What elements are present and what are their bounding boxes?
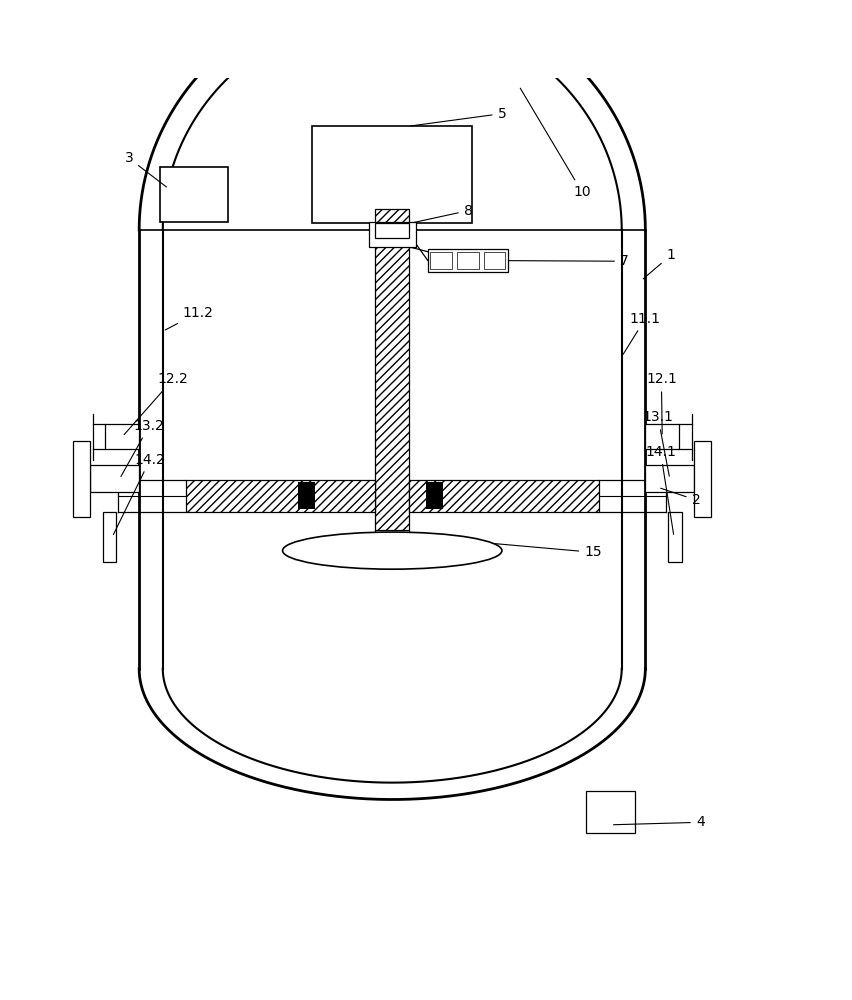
Bar <box>73 441 90 517</box>
Text: 4: 4 <box>613 815 705 829</box>
Text: 8: 8 <box>378 204 473 230</box>
Ellipse shape <box>283 532 502 569</box>
Bar <box>297 482 314 509</box>
Text: 5: 5 <box>411 107 506 126</box>
Bar <box>186 480 376 512</box>
Bar <box>90 465 139 492</box>
Text: 15: 15 <box>472 542 602 559</box>
Bar <box>409 480 599 512</box>
Bar <box>457 252 479 269</box>
Bar <box>430 252 452 269</box>
Text: 13.2: 13.2 <box>121 419 164 476</box>
Text: 12.1: 12.1 <box>646 372 676 434</box>
Text: 14.2: 14.2 <box>113 453 165 535</box>
Text: 13.1: 13.1 <box>642 410 673 476</box>
Text: 14.1: 14.1 <box>645 445 676 534</box>
Bar <box>668 512 682 562</box>
Text: 12.2: 12.2 <box>124 372 188 435</box>
Text: 2: 2 <box>660 488 700 507</box>
Text: 11.2: 11.2 <box>165 306 214 330</box>
Bar <box>645 424 679 449</box>
Bar <box>369 222 416 247</box>
Bar <box>645 465 694 492</box>
Text: 7: 7 <box>463 254 629 268</box>
Bar <box>103 512 117 562</box>
Bar <box>312 126 472 223</box>
Text: 10: 10 <box>521 88 591 199</box>
Bar <box>484 252 505 269</box>
Bar <box>426 482 443 509</box>
Bar <box>160 167 227 222</box>
Bar <box>586 791 636 833</box>
Bar <box>428 249 508 272</box>
Bar <box>106 424 139 449</box>
Text: 1: 1 <box>643 248 675 279</box>
Bar <box>376 209 409 530</box>
Bar <box>694 441 711 517</box>
Text: 3: 3 <box>124 151 166 187</box>
Text: 11.1: 11.1 <box>623 312 661 354</box>
Bar <box>376 223 409 238</box>
